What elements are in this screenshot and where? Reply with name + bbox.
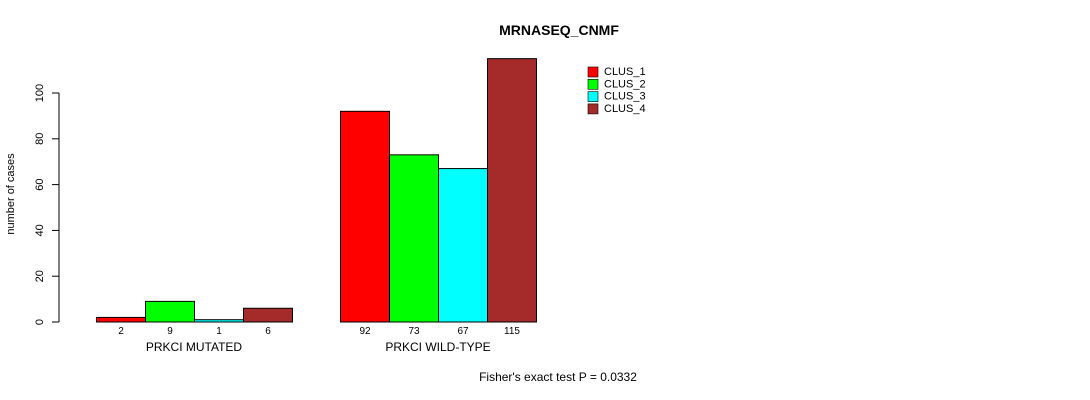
bar-value-label-clus-2-prkci-mutated: 9 [167, 326, 173, 337]
legend-label-clus-3: CLUS_3 [604, 91, 646, 103]
group-label-prkci-wild-type: PRKCI WILD-TYPE [385, 340, 490, 354]
bar-clus-4-prkci-mutated [243, 307, 293, 323]
bar-clus-1-prkci-mutated [96, 316, 146, 323]
bar-value-label-clus-1-prkci-wild-type: 92 [359, 326, 371, 337]
bar-clus-3-prkci-mutated [194, 319, 244, 323]
y-tick-label-0: 0 [34, 319, 46, 325]
bar-clus-4-prkci-wild-type [487, 58, 537, 323]
bar-clus-2-prkci-mutated [145, 300, 195, 323]
legend-label-clus-1: CLUS_1 [604, 66, 646, 78]
y-tick-label-80: 80 [34, 133, 46, 145]
bar-value-label-clus-3-prkci-mutated: 1 [216, 326, 222, 337]
legend-swatch-clus-3 [587, 91, 599, 102]
group-label-prkci-mutated: PRKCI MUTATED [146, 340, 243, 354]
bar-value-label-clus-4-prkci-wild-type: 115 [504, 326, 520, 337]
y-tick-label-20: 20 [34, 270, 46, 282]
bar-value-label-clus-2-prkci-wild-type: 73 [408, 326, 420, 337]
bar-clus-3-prkci-wild-type [438, 168, 488, 323]
y-tick-label-40: 40 [34, 224, 46, 236]
legend-label-clus-4: CLUS_4 [604, 103, 646, 115]
legend-swatch-clus-1 [587, 66, 599, 78]
bar-value-label-clus-4-prkci-mutated: 6 [265, 326, 271, 337]
bar-clus-2-prkci-wild-type [389, 154, 439, 323]
legend-swatch-clus-4 [587, 103, 599, 115]
y-tick-label-100: 100 [34, 84, 46, 102]
bar-clus-1-prkci-wild-type [340, 110, 390, 323]
y-tick-label-60: 60 [34, 178, 46, 190]
bar-value-label-clus-3-prkci-wild-type: 67 [457, 326, 469, 337]
footnote-fisher-test: Fisher's exact test P = 0.0332 [479, 370, 637, 384]
legend-label-clus-2: CLUS_2 [604, 78, 646, 90]
legend-swatch-clus-2 [587, 79, 599, 90]
chart-title: MRNASEQ_CNMF [499, 22, 619, 38]
bar-value-label-clus-1-prkci-mutated: 2 [118, 326, 124, 337]
